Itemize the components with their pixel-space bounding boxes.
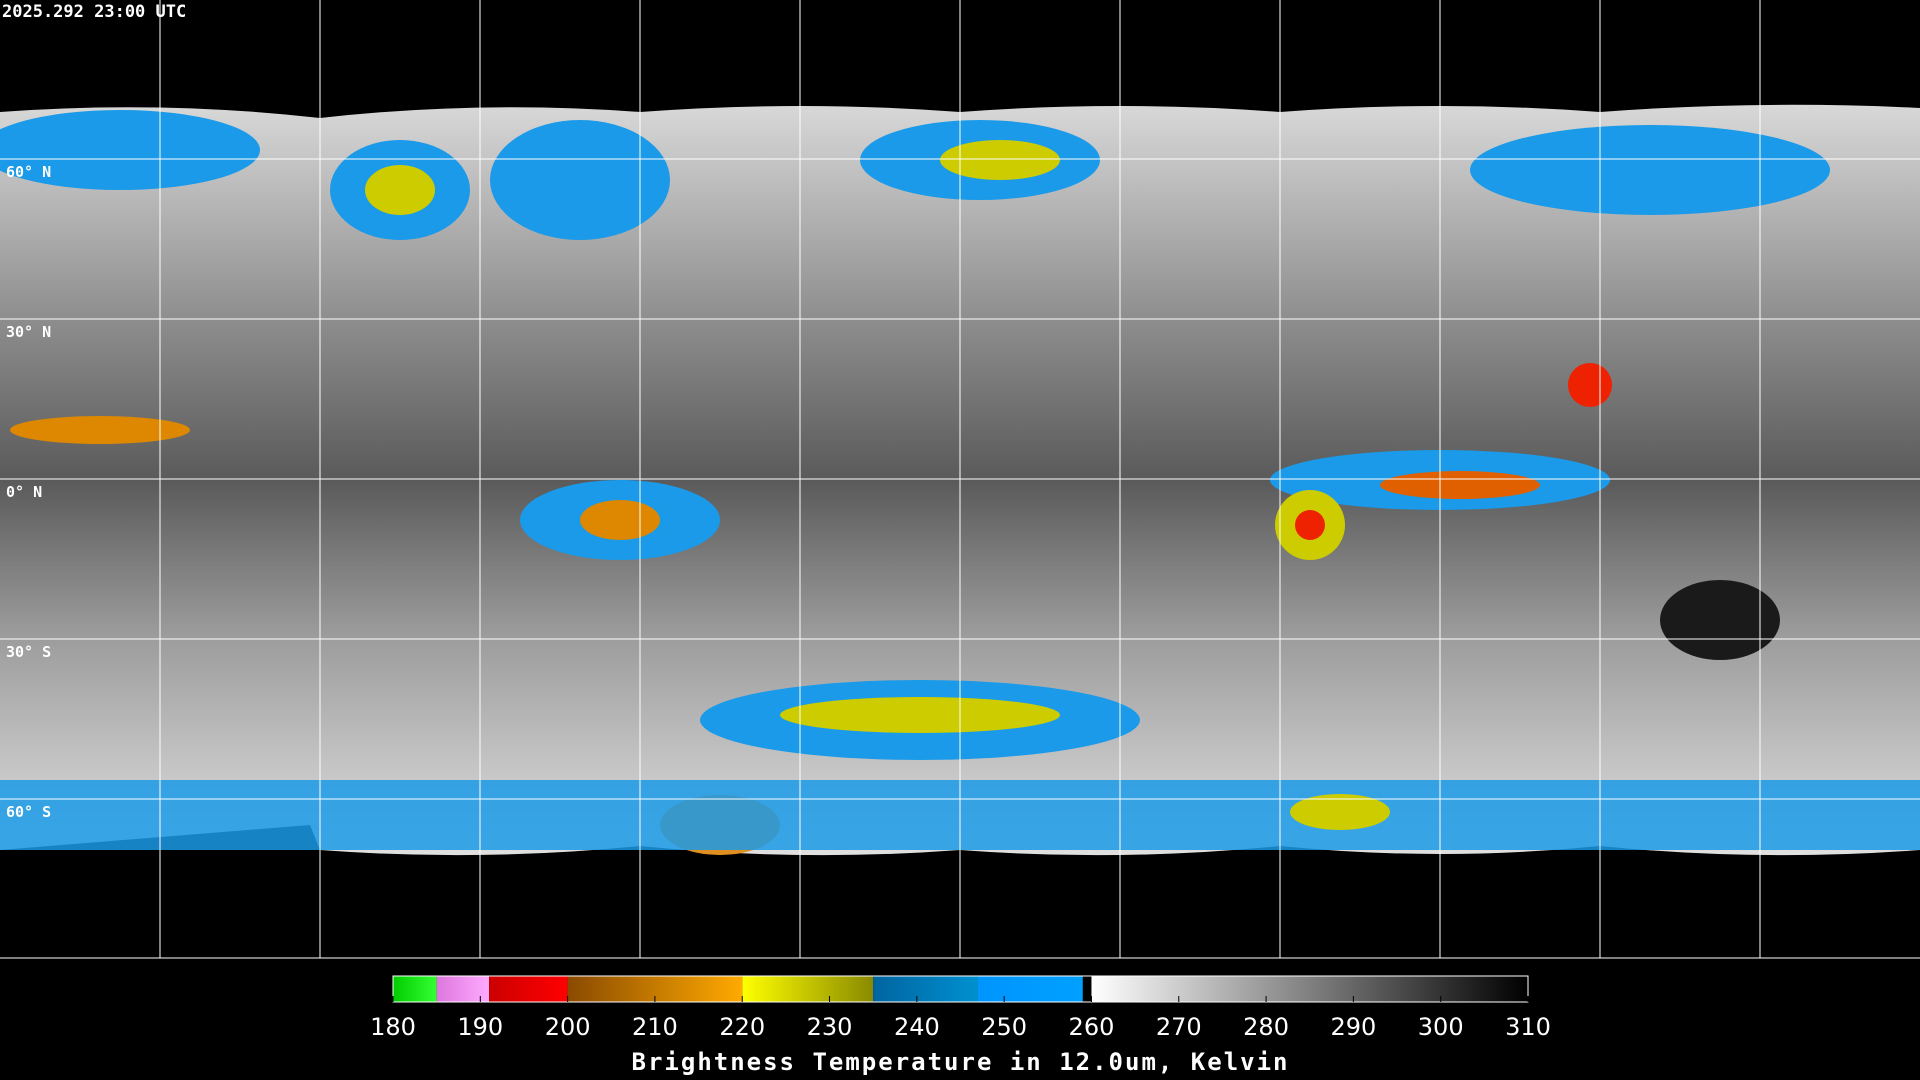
colorbar-segment xyxy=(489,976,568,1002)
colorbar-tick-label: 180 xyxy=(370,1013,416,1041)
colorbar-segment xyxy=(1091,976,1528,1002)
cloud xyxy=(580,500,660,540)
lat-label: 60° S xyxy=(6,803,51,821)
colorbar-segment xyxy=(742,976,874,1002)
colorbar-tick-label: 310 xyxy=(1505,1013,1551,1041)
colorbar-tick-label: 210 xyxy=(632,1013,678,1041)
colorbar-tick-label: 220 xyxy=(719,1013,765,1041)
colorbar-title: Brightness Temperature in 12.0um, Kelvin xyxy=(632,1048,1290,1076)
colorbar-tick-label: 200 xyxy=(545,1013,591,1041)
cloud xyxy=(780,697,1060,733)
cloud xyxy=(1295,510,1325,540)
lat-label: 0° N xyxy=(6,483,42,501)
colorbar-tick-label: 250 xyxy=(981,1013,1027,1041)
lat-label: 60° N xyxy=(6,163,51,181)
lat-label: 30° S xyxy=(6,643,51,661)
colorbar-segment xyxy=(393,976,437,1002)
colorbar-segment xyxy=(873,976,978,1002)
cloud xyxy=(1380,471,1540,499)
cloud xyxy=(10,416,190,444)
colorbar-segment xyxy=(977,976,1083,1002)
colorbar-tick-label: 270 xyxy=(1156,1013,1202,1041)
cloud xyxy=(1568,363,1612,407)
cloud xyxy=(490,120,670,240)
cloud xyxy=(1290,794,1390,830)
colorbar-tick-label: 230 xyxy=(807,1013,853,1041)
colorbar-tick-label: 190 xyxy=(457,1013,503,1041)
cloud xyxy=(365,165,435,215)
cloud xyxy=(940,140,1060,180)
colorbar-tick-label: 260 xyxy=(1069,1013,1115,1041)
lat-label: 30° N xyxy=(6,323,51,341)
cloud xyxy=(1470,125,1830,215)
timestamp: 2025.292 23:00 UTC xyxy=(2,2,186,22)
warm-land xyxy=(1660,580,1780,660)
cloud xyxy=(0,110,260,190)
colorbar-segment xyxy=(436,976,490,1002)
colorbar-tick-label: 240 xyxy=(894,1013,940,1041)
colorbar-tick-label: 280 xyxy=(1243,1013,1289,1041)
colorbar-tick-label: 290 xyxy=(1330,1013,1376,1041)
colorbar-frame xyxy=(392,975,1529,1003)
colorbar-tick-label: 300 xyxy=(1418,1013,1464,1041)
